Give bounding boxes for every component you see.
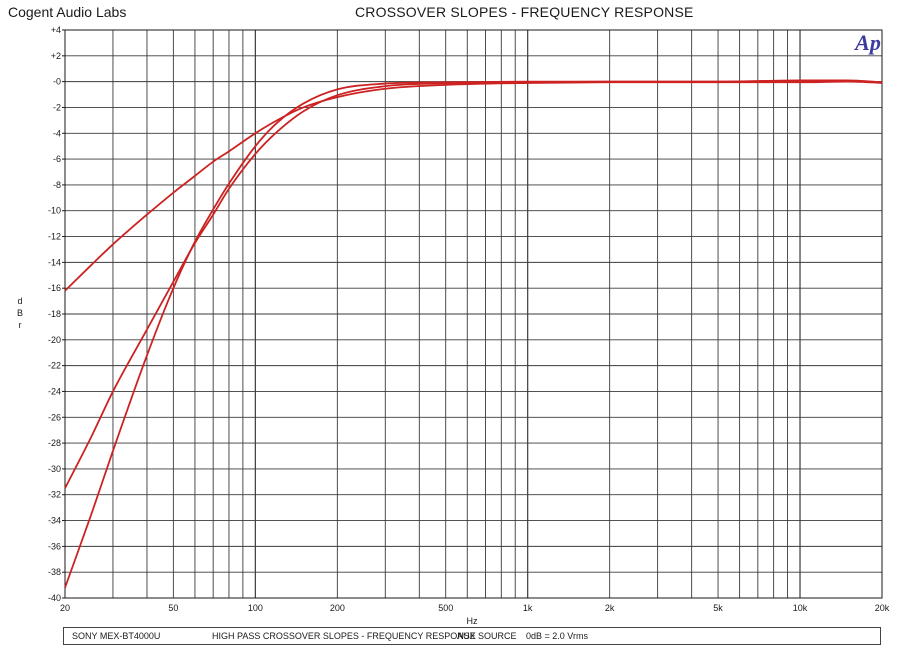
y-tick-label: -8 [53, 180, 61, 190]
ap-logo: Ap [853, 30, 881, 55]
x-tick-label: 5k [713, 603, 723, 613]
x-tick-label: 2k [605, 603, 615, 613]
y-tick-label: -0 [53, 77, 61, 87]
y-axis-label-d: d [17, 296, 22, 306]
y-tick-label: -30 [48, 464, 61, 474]
y-tick-label: -14 [48, 257, 61, 267]
y-tick-label: -6 [53, 154, 61, 164]
x-axis-label: Hz [467, 616, 478, 626]
y-tick-label: -32 [48, 490, 61, 500]
footer-source: AUX SOURCE [457, 631, 517, 641]
x-tick-label: 100 [248, 603, 263, 613]
x-tick-label: 20k [875, 603, 890, 613]
y-tick-label: -24 [48, 386, 61, 396]
y-axis-label-b: B [17, 308, 23, 318]
y-tick-label: -16 [48, 283, 61, 293]
series-layer [64, 79, 883, 588]
chart-grid-major [254, 30, 801, 598]
y-tick-label: -2 [53, 102, 61, 112]
y-tick-label: -18 [48, 309, 61, 319]
y-tick-label: -22 [48, 361, 61, 371]
footer-info-bar: SONY MEX-BT4000U HIGH PASS CROSSOVER SLO… [63, 627, 881, 645]
x-tick-label: 1k [523, 603, 533, 613]
y-tick-label: -12 [48, 232, 61, 242]
y-tick-label: +2 [51, 51, 61, 61]
x-tick-label: 50 [168, 603, 178, 613]
series-line-1 [64, 80, 883, 292]
lab-name: Cogent Audio Labs [8, 4, 127, 20]
y-axis-label: d B r [17, 296, 23, 330]
y-tick-label: +4 [51, 25, 61, 35]
x-tick-labels: 20 50 100 200 500 1k 2k 5k 10k 20k [60, 603, 890, 613]
y-tick-label: -28 [48, 438, 61, 448]
y-tick-label: -36 [48, 541, 61, 551]
y-tick-label: -26 [48, 412, 61, 422]
y-tick-label: -34 [48, 516, 61, 526]
chart-grid [65, 30, 882, 598]
y-tick-label: -38 [48, 567, 61, 577]
footer-device: SONY MEX-BT4000U [72, 631, 161, 641]
series-line-2 [64, 80, 883, 489]
y-tick-label: -20 [48, 335, 61, 345]
y-axis-label-r: r [19, 320, 22, 330]
series-line-3 [64, 79, 883, 588]
footer-reference: 0dB = 2.0 Vrms [526, 631, 588, 641]
y-tick-labels: +4 +2 -0 -2 -4 -6 -8 -10 -12 -14 -16 -18 -20 -22 -24 -2… [48, 25, 65, 603]
y-tick-label: -40 [48, 593, 61, 603]
x-tick-label: 200 [330, 603, 345, 613]
x-tick-label: 10k [793, 603, 808, 613]
x-tick-label: 20 [60, 603, 70, 613]
footer-description: HIGH PASS CROSSOVER SLOPES - FREQUENCY R… [212, 631, 476, 641]
chart-title: CROSSOVER SLOPES - FREQUENCY RESPONSE [355, 4, 694, 20]
y-tick-label: -10 [48, 206, 61, 216]
x-tick-label: 500 [438, 603, 453, 613]
y-tick-label: -4 [53, 128, 61, 138]
